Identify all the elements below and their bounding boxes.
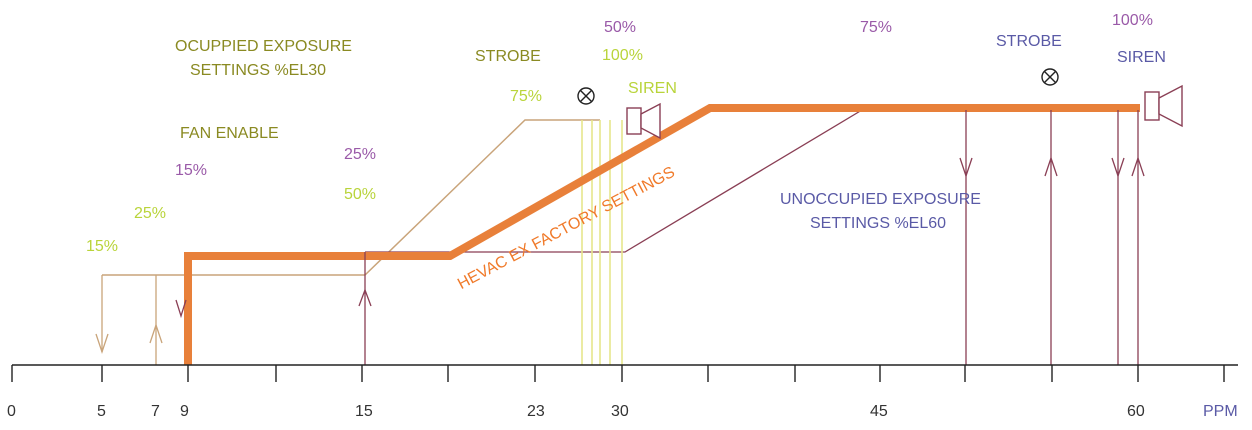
occupied-exposure-line <box>102 119 600 276</box>
axis-tick-label: 23 <box>527 403 545 420</box>
percent-label: 25% <box>344 146 377 163</box>
threshold-arrows <box>95 110 1145 365</box>
occupied-exposure-label: OCUPPIED EXPOSURE <box>175 38 352 55</box>
axis-tick-label: 9 <box>180 403 189 420</box>
axis-tick-label: 30 <box>611 403 629 420</box>
siren-label: SIREN <box>628 80 677 97</box>
percent-label: 50% <box>604 19 637 36</box>
unoccupied-exposure-label-line2: SETTINGS %EL60 <box>810 215 947 232</box>
strobe-label: STROBE <box>475 48 541 65</box>
axis-tick-label: 5 <box>97 403 106 420</box>
percent-label: 75% <box>510 88 543 105</box>
percent-label: 100% <box>602 47 643 64</box>
percent-label: 15% <box>86 238 119 255</box>
siren-icon <box>1144 84 1183 128</box>
siren-label: SIREN <box>1117 49 1166 66</box>
axis-tick-label: 45 <box>870 403 888 420</box>
strobe-icon <box>577 87 595 105</box>
occupied-exposure-label-line2: SETTINGS %EL30 <box>190 62 327 79</box>
axis-tick-label: 15 <box>355 403 373 420</box>
fan-enable-label: FAN ENABLE <box>180 125 279 142</box>
percent-label: 15% <box>175 162 208 179</box>
percent-label: 50% <box>344 186 377 203</box>
unoccupied-exposure-line <box>365 109 1140 253</box>
axis-tick-label: 0 <box>7 403 16 420</box>
ppm-axis <box>11 364 1238 382</box>
ppm-unit-label: PPM <box>1203 403 1238 420</box>
axis-tick-label: 7 <box>151 403 160 420</box>
siren-icon <box>626 102 661 140</box>
strobe-bars <box>581 120 623 365</box>
axis-tick-label: 60 <box>1127 403 1145 420</box>
percent-label: 25% <box>134 205 167 222</box>
hevac-factory-line <box>184 104 1140 365</box>
strobe-icon <box>1041 68 1059 86</box>
strobe-label: STROBE <box>996 33 1062 50</box>
unoccupied-exposure-label: UNOCCUPIED EXPOSURE <box>780 191 981 208</box>
percent-label: 100% <box>1112 12 1153 29</box>
percent-label: 75% <box>860 19 893 36</box>
